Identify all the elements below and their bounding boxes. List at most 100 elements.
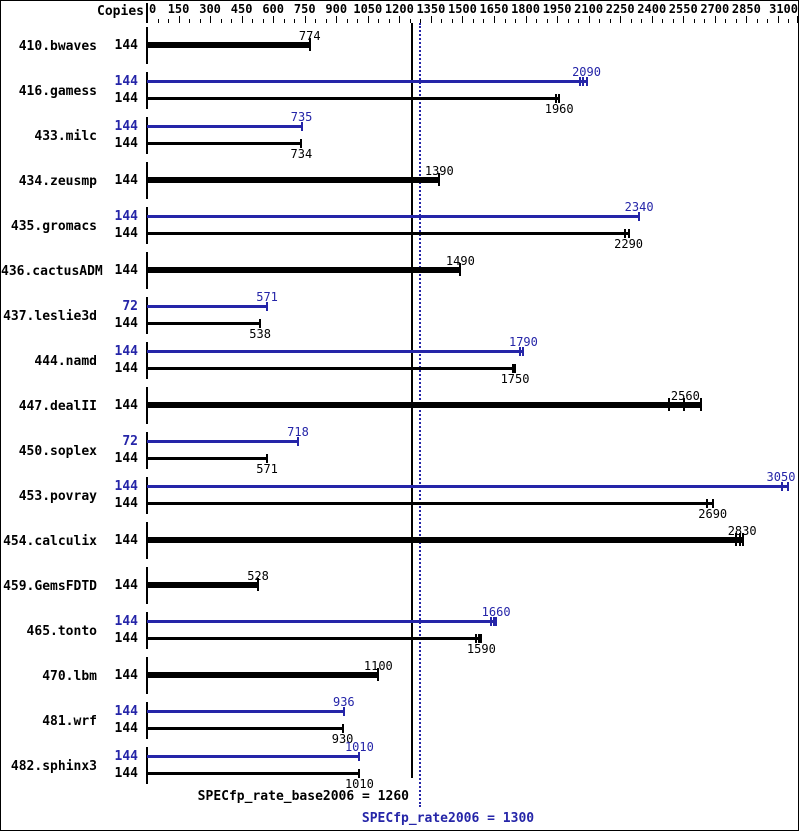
- bar-value-label: 1790: [508, 335, 538, 349]
- copies-count: 144: [114, 74, 138, 89]
- copies-count: 144: [114, 451, 138, 466]
- bar-value-label: 1010: [344, 740, 374, 754]
- axis-tick: [399, 16, 401, 23]
- axis-tick: [767, 19, 769, 23]
- axis-tick-label: 0: [149, 2, 157, 16]
- benchmark-group: 465.tonto 144 1660 144 1590: [1, 606, 798, 656]
- axis-tick: [483, 19, 485, 23]
- axis-tick: [735, 19, 737, 23]
- reference-line-base: [410, 23, 413, 778]
- axis-tick: [493, 16, 495, 23]
- base-bar: [147, 41, 310, 48]
- axis-tick: [273, 16, 275, 23]
- axis-tick: [557, 16, 559, 23]
- bar-value-label: 734: [290, 147, 313, 161]
- row-axis-segment: [146, 612, 148, 649]
- run-mark: [781, 481, 784, 491]
- axis-tick: [157, 19, 159, 23]
- axis-tick: [231, 19, 233, 23]
- run-mark: [438, 173, 441, 186]
- bar-value-label: 571: [256, 462, 278, 476]
- axis-tick: [630, 19, 632, 23]
- peak-bar: [147, 709, 344, 713]
- base-bar: [147, 501, 713, 505]
- benchmark-name: 434.zeusmp: [18, 174, 97, 189]
- axis-tick: [441, 19, 443, 23]
- copies-count: 144: [114, 721, 138, 736]
- row-axis-segment: [146, 117, 148, 154]
- run-mark: [266, 301, 269, 311]
- bar-value-label: 735: [290, 110, 313, 124]
- benchmark-group: 454.calculix 144 2830: [1, 518, 798, 563]
- axis-tick: [672, 19, 674, 23]
- axis-tick: [430, 16, 432, 23]
- bar-value-label: 2830: [727, 523, 757, 538]
- run-mark: [742, 533, 745, 546]
- run-mark: [624, 228, 627, 238]
- run-mark: [341, 723, 344, 733]
- peak-bar: [147, 304, 268, 308]
- benchmark-name: 416.gamess: [18, 84, 97, 99]
- benchmark-name: 436.cactusADM: [1, 264, 103, 279]
- run-mark: [300, 138, 303, 148]
- run-mark: [519, 346, 522, 356]
- axis-tick-label: 150: [167, 2, 190, 16]
- benchmark-name: 470.lbm: [42, 669, 97, 684]
- benchmark-group: 434.zeusmp 144 1390: [1, 158, 798, 203]
- run-mark: [638, 211, 641, 221]
- benchmark-name: 410.bwaves: [18, 39, 97, 54]
- axis-tick: [241, 16, 243, 23]
- run-mark: [555, 93, 558, 103]
- axis-tick-label: 750: [293, 2, 316, 16]
- run-mark: [734, 533, 737, 546]
- bar-value-label: 1590: [466, 642, 496, 656]
- base-bar: [147, 231, 629, 235]
- run-mark: [266, 453, 269, 463]
- benchmark-group: 481.wrf 144 936 144 930: [1, 696, 798, 745]
- run-mark: [308, 38, 311, 51]
- bar-value-label: 538: [249, 327, 271, 341]
- row-axis-segment: [146, 702, 148, 739]
- axis-tick-label: 1800: [511, 2, 540, 16]
- axis-tick: [641, 19, 643, 23]
- copies-count: 144: [114, 631, 138, 646]
- axis-tick: [651, 16, 653, 23]
- run-mark: [478, 633, 481, 643]
- run-mark: [582, 76, 585, 86]
- benchmark-name: 465.tonto: [26, 624, 97, 639]
- benchmark-name: 437.leslie3d: [3, 309, 97, 324]
- axis-tick: [357, 19, 359, 23]
- copies-count: 144: [114, 209, 138, 224]
- row-axis-segment: [146, 342, 148, 379]
- row-axis-segment: [146, 207, 148, 244]
- row-axis-segment: [146, 297, 148, 334]
- copies-count: 144: [114, 136, 138, 151]
- bar-value-label: 718: [287, 425, 309, 439]
- copies-count: 144: [114, 397, 138, 413]
- copies-count: 72: [122, 299, 138, 314]
- bar-value-label: 2340: [624, 200, 654, 214]
- benchmark-name: 435.gromacs: [10, 219, 97, 234]
- axis-tick: [451, 19, 453, 23]
- axis-tick: [746, 16, 748, 23]
- copies-count: 144: [114, 532, 138, 548]
- run-mark: [259, 318, 262, 328]
- benchmark-group: 450.soplex 72 718 144 571: [1, 425, 798, 476]
- benchmark-name: 453.povray: [18, 489, 97, 504]
- axis-tick: [283, 19, 285, 23]
- run-mark: [489, 616, 492, 626]
- benchmark-name: 444.namd: [34, 354, 97, 369]
- run-mark: [459, 263, 462, 276]
- run-mark: [511, 363, 514, 373]
- benchmark-group: 416.gamess 144 2090 144 1960: [1, 66, 798, 115]
- axis-tick-label: 1200: [384, 2, 414, 16]
- base-bar: [147, 176, 440, 183]
- row-axis-segment: [146, 432, 148, 469]
- benchmark-group: 433.milc 144 735 144 734: [1, 110, 798, 161]
- copies-count: 144: [114, 119, 138, 134]
- axis-tick: [304, 16, 306, 23]
- benchmark-group: 482.sphinx3 144 1010 144 1010: [1, 740, 798, 790]
- axis-tick: [796, 16, 798, 23]
- run-mark: [257, 578, 260, 591]
- axis-tick-label: 450: [230, 2, 253, 16]
